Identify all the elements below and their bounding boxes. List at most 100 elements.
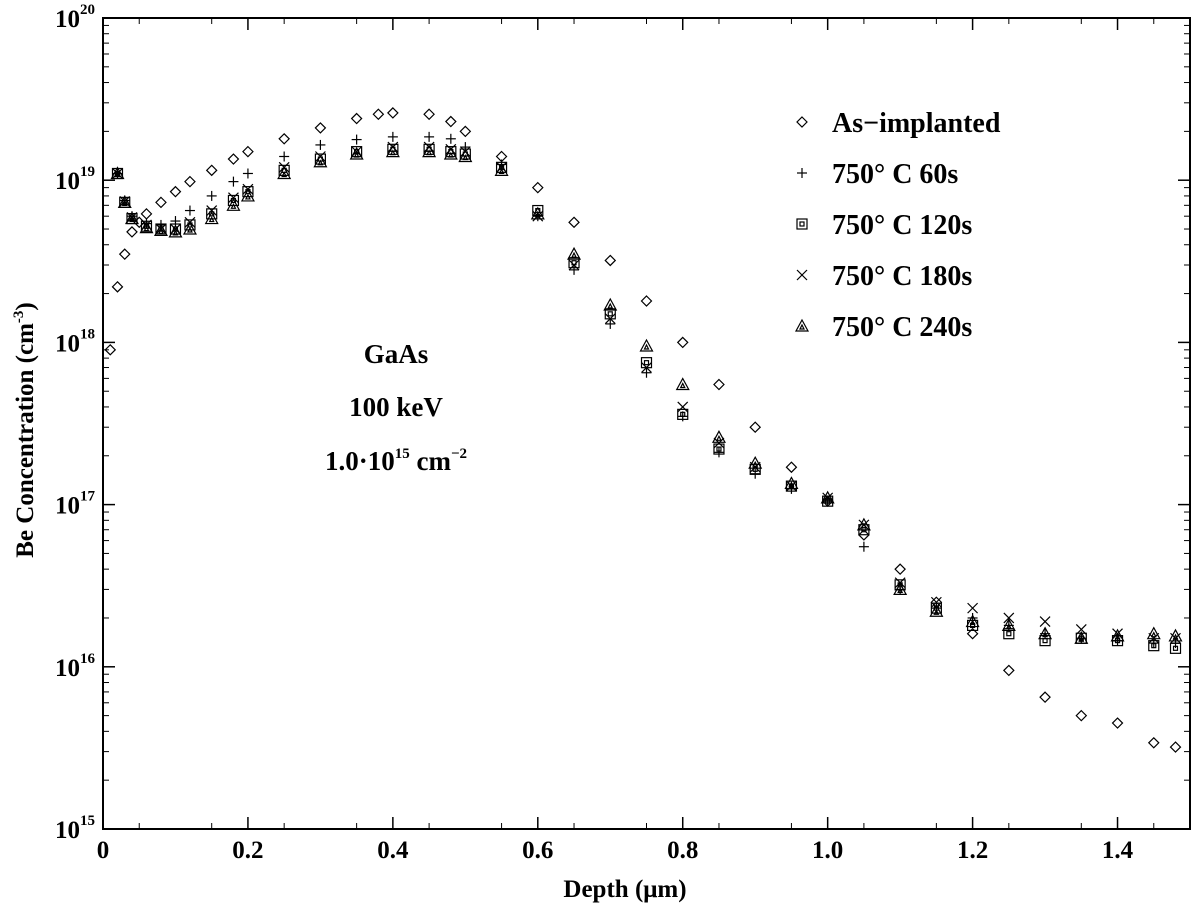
data-point-cross [604, 313, 616, 325]
data-point-plus [445, 133, 456, 144]
data-point-plus [387, 131, 398, 142]
annotation-dose-exponent: 15 [395, 446, 410, 462]
x-tick-label: 0.8 [667, 837, 698, 864]
data-point-diamond [155, 196, 167, 209]
data-point-diamond [531, 181, 544, 194]
data-point-triangle [1168, 628, 1183, 642]
data-point-diamond [1002, 664, 1015, 677]
x-tick-label: 1.0 [812, 837, 843, 864]
data-point-plus [315, 139, 326, 150]
data-point-triangle [929, 604, 944, 617]
data-point-diamond [1169, 741, 1182, 753]
data-point-plus [858, 541, 869, 552]
annotation-dose-unit: cm [410, 446, 452, 476]
data-point-diamond [227, 153, 240, 165]
legend-label: 750° C 60s [832, 159, 958, 190]
data-point-plus [424, 131, 435, 142]
x-tick-label: 1.2 [957, 837, 988, 864]
data-point-cross [1039, 616, 1051, 628]
data-point-triangle [530, 206, 545, 220]
data-point-diamond [640, 295, 653, 307]
data-point-cross [641, 362, 652, 373]
data-point-diamond [372, 108, 385, 121]
data-point-diamond [459, 125, 472, 138]
x-tick-label: 0.4 [377, 837, 409, 864]
legend-marker-triangle [794, 318, 810, 332]
data-point-square [640, 357, 653, 369]
data-point-diamond [118, 248, 131, 261]
data-point-plus [569, 264, 580, 275]
data-point-diamond [749, 421, 762, 434]
y-tick-label: 1020 [55, 2, 95, 33]
data-point-diamond [169, 185, 182, 198]
data-point-diamond [1075, 709, 1088, 722]
data-point-diamond [1111, 717, 1124, 729]
y-tick-label: 1019 [55, 164, 95, 195]
data-point-diamond [1147, 736, 1160, 749]
data-point-triangle [1110, 628, 1125, 642]
data-point-plus [184, 205, 195, 216]
data-series [104, 107, 1183, 753]
data-point-square [677, 408, 689, 420]
data-point-cross [568, 259, 580, 271]
x-axis-title: Depth (μm) [563, 876, 686, 903]
data-point-diamond [350, 112, 363, 125]
legend-marker-cross [796, 269, 808, 281]
series-diamond [104, 107, 1182, 753]
data-point-triangle [110, 166, 125, 180]
y-axis-title-exponent: -3 [11, 311, 27, 324]
data-point-triangle [1001, 618, 1016, 631]
data-point-triangle [226, 198, 241, 211]
data-point-diamond [858, 529, 870, 541]
data-point-cross [713, 437, 725, 449]
x-tick-label: 0.2 [232, 837, 263, 864]
y-axis-title-main: Be Concentration (cm [12, 323, 39, 558]
y-tick-label: 1017 [55, 489, 96, 520]
legend: As−implanted 750° C 60s 750° C 120s 750° C … [794, 108, 1001, 343]
data-point-diamond [966, 627, 979, 640]
data-point-triangle [965, 614, 980, 628]
data-point-diamond [104, 343, 117, 356]
data-point-diamond [140, 208, 153, 220]
data-point-triangle [124, 211, 139, 225]
data-point-diamond [1039, 691, 1051, 703]
x-tick-label: 1.4 [1102, 837, 1134, 864]
y-axis-ticks: 1015 1016 1017 1018 1019 1020 [55, 2, 1190, 844]
data-point-diamond [387, 107, 399, 119]
data-point-triangle [893, 582, 908, 596]
data-point-square [1169, 642, 1182, 654]
data-point-plus [242, 168, 253, 179]
annotation-material: GaAs [364, 339, 429, 369]
annotation-dose-unit-exponent: −2 [451, 446, 467, 462]
data-point-triangle [385, 144, 400, 158]
data-point-cross [228, 192, 239, 204]
y-tick-label: 1018 [55, 326, 95, 357]
legend-marker-plus [797, 168, 807, 178]
data-point-triangle [349, 146, 364, 160]
data-point-plus [605, 318, 616, 329]
data-point-triangle [204, 211, 219, 225]
plot-frame [102, 17, 1191, 830]
data-point-plus [279, 151, 290, 162]
series-cross [112, 141, 1181, 644]
data-point-diamond [205, 164, 218, 177]
data-point-triangle [784, 476, 799, 490]
series-triangle [110, 144, 1183, 644]
data-point-diamond [278, 132, 291, 145]
data-point-triangle [748, 455, 763, 469]
series-square [111, 143, 1182, 654]
legend-marker-square [796, 218, 808, 230]
data-point-diamond [242, 145, 254, 158]
data-point-plus [206, 190, 217, 201]
annotation: GaAs 100 keV 1.0·1015 cm−2 [325, 339, 467, 476]
legend-label: 750° C 180s [832, 261, 972, 292]
data-point-diamond [111, 281, 124, 293]
legend-label: 750° C 120s [832, 210, 972, 241]
data-point-triangle [443, 146, 458, 160]
y-axis-title: Be Concentration (cm-3) [11, 302, 39, 558]
data-point-triangle [139, 220, 154, 234]
x-tick-label: 0.6 [522, 837, 553, 864]
data-point-triangle [494, 163, 509, 176]
data-point-cross [423, 141, 435, 153]
